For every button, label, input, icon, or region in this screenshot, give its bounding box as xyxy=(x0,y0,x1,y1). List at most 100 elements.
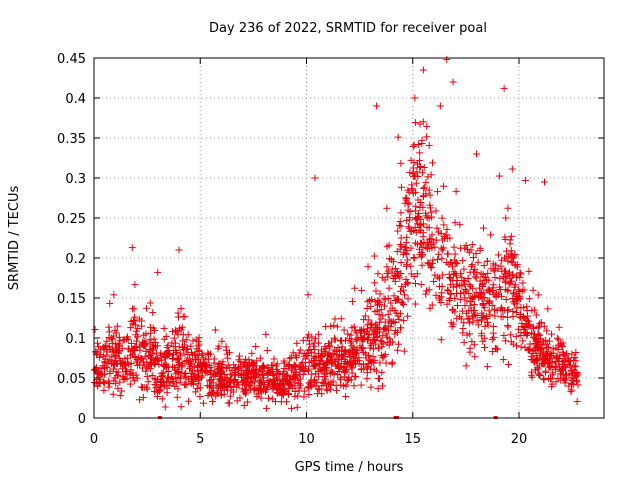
data-point xyxy=(293,403,301,411)
data-point xyxy=(240,401,248,409)
data-point xyxy=(387,322,395,330)
data-point xyxy=(542,343,550,351)
data-point xyxy=(426,191,434,199)
data-point xyxy=(136,346,144,354)
data-point xyxy=(535,370,543,378)
data-point xyxy=(321,365,329,373)
data-point xyxy=(364,298,372,306)
data-point xyxy=(192,356,200,364)
data-point xyxy=(235,356,243,364)
data-point xyxy=(407,270,415,278)
data-point xyxy=(358,337,366,345)
data-point xyxy=(301,368,309,376)
data-point xyxy=(320,379,328,387)
data-point xyxy=(172,326,180,334)
data-point xyxy=(385,241,393,249)
data-point xyxy=(287,366,295,374)
data-point xyxy=(179,331,187,339)
data-point xyxy=(252,342,260,350)
data-point xyxy=(337,376,345,384)
data-point xyxy=(250,386,258,394)
data-point xyxy=(110,291,118,299)
data-point xyxy=(395,221,403,229)
data-point xyxy=(418,136,426,144)
data-point xyxy=(453,277,461,285)
data-point xyxy=(468,241,476,249)
data-point xyxy=(428,231,436,239)
data-point xyxy=(549,345,557,353)
data-point xyxy=(504,257,512,265)
data-point xyxy=(539,351,547,359)
data-point xyxy=(270,372,278,380)
data-point xyxy=(116,337,124,345)
data-point-peak xyxy=(541,178,548,186)
data-point xyxy=(531,306,539,314)
data-point xyxy=(157,382,165,390)
data-point xyxy=(416,120,424,128)
data-point xyxy=(383,263,391,271)
data-point xyxy=(256,354,264,362)
data-point xyxy=(473,316,481,324)
data-point xyxy=(365,331,373,339)
data-point xyxy=(439,271,447,279)
data-point xyxy=(106,357,114,365)
data-point xyxy=(295,384,303,392)
data-point xyxy=(358,344,366,352)
data-point xyxy=(478,280,486,288)
data-point xyxy=(331,357,339,365)
data-point xyxy=(106,380,114,388)
data-point xyxy=(536,371,544,379)
data-point xyxy=(107,334,115,342)
data-point xyxy=(524,323,532,331)
data-point xyxy=(397,159,405,167)
data-point xyxy=(375,310,383,318)
data-point xyxy=(409,169,417,177)
data-point xyxy=(491,312,499,320)
data-point xyxy=(395,315,403,323)
data-point xyxy=(331,315,339,323)
data-point xyxy=(357,381,365,389)
data-point xyxy=(224,361,232,369)
data-point xyxy=(416,149,424,157)
data-point xyxy=(443,250,451,258)
data-point xyxy=(483,257,491,265)
data-point xyxy=(561,352,569,360)
data-point xyxy=(411,207,419,215)
data-point xyxy=(441,234,449,242)
data-point xyxy=(483,319,491,327)
data-point xyxy=(507,277,515,285)
data-point xyxy=(248,360,256,368)
data-point xyxy=(236,394,244,402)
data-point xyxy=(425,186,433,194)
data-point xyxy=(196,384,204,392)
data-point xyxy=(367,321,375,329)
data-point xyxy=(380,302,388,310)
data-point xyxy=(374,328,382,336)
data-point xyxy=(468,261,476,269)
data-point xyxy=(363,369,371,377)
data-point xyxy=(323,385,331,393)
data-point xyxy=(501,278,509,286)
data-point xyxy=(195,375,203,383)
data-point xyxy=(334,344,342,352)
data-point xyxy=(370,279,378,287)
data-point xyxy=(504,286,512,294)
data-point xyxy=(516,295,524,303)
data-point xyxy=(573,378,581,386)
plot-frame xyxy=(93,57,605,419)
data-point xyxy=(193,385,201,393)
data-point xyxy=(209,379,217,387)
data-point xyxy=(195,334,203,342)
data-point xyxy=(103,351,111,359)
data-point xyxy=(316,356,324,364)
data-point xyxy=(491,306,499,314)
data-point xyxy=(322,359,330,367)
data-point xyxy=(256,366,264,374)
data-point xyxy=(241,360,249,368)
data-point xyxy=(176,378,184,386)
data-point xyxy=(363,364,371,372)
data-point xyxy=(544,305,552,313)
data-point xyxy=(195,340,203,348)
data-point xyxy=(449,320,457,328)
data-point xyxy=(116,392,124,400)
